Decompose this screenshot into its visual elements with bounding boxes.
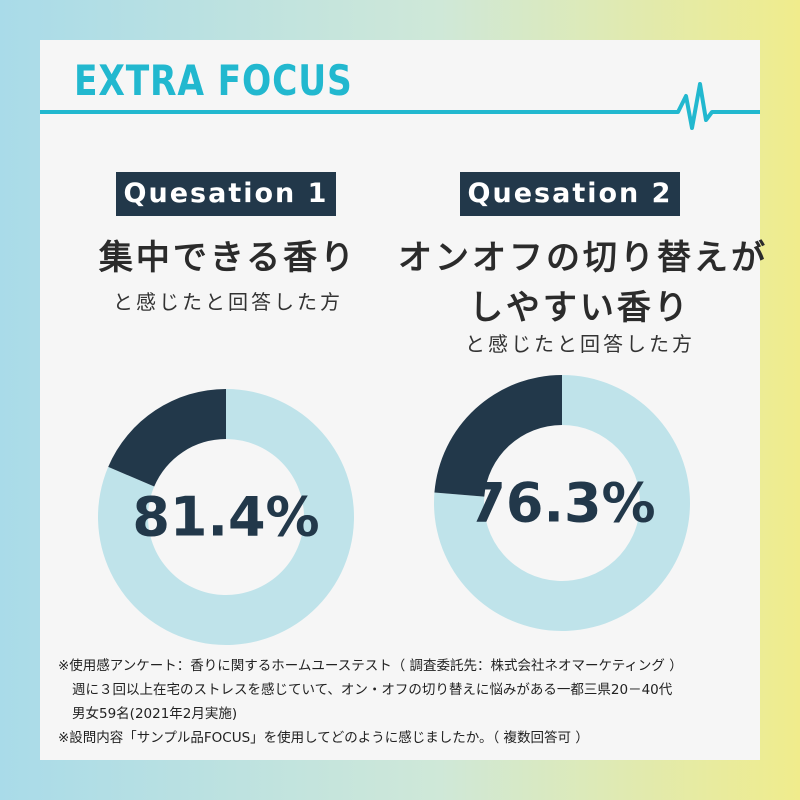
footnote-line: ※使用感アンケート：香りに関するホームユーステスト（ 調査委託先：株式会社ネオマ… xyxy=(58,658,683,674)
question-1-title: 集中できる香り xyxy=(98,238,358,278)
donut-2-slice-other xyxy=(434,375,562,497)
brand-title: EXTRA FOCUS xyxy=(74,56,353,105)
donut-1-percent-label: 81.4% xyxy=(132,486,319,549)
donut-chart-2: 76.3% xyxy=(434,375,690,631)
question-2-badge: Quesation 2 xyxy=(460,172,680,216)
question-2-subtitle: と感じたと回答した方 xyxy=(465,332,695,356)
question-2-title-line-2: しやすい香り xyxy=(469,288,691,328)
pulse-line-icon xyxy=(40,82,760,130)
footnote-line: 週に３回以上在宅のストレスを感じていて、オン・オフの切り替えに悩みがある一都三県… xyxy=(72,682,673,698)
footnote-line: ※設問内容「サンプル品FOCUS」を使用してどのように感じましたか。（ 複数回答… xyxy=(58,730,589,746)
donut-1-slice-yes xyxy=(98,389,355,645)
footnote-line: 男女59名(2021年2月実施) xyxy=(72,706,238,722)
question-1-badge: Quesation 1 xyxy=(116,172,336,216)
donut-chart-1: 81.4% xyxy=(98,389,355,645)
donut-1-slice-other xyxy=(108,389,226,487)
question-2-title-line-1: オンオフの切り替えが xyxy=(398,238,768,278)
footnotes: ※使用感アンケート：香りに関するホームユーステスト（ 調査委託先：株式会社ネオマ… xyxy=(58,654,758,750)
donut-2-slice-yes xyxy=(434,375,690,631)
donut-2-percent-label: 76.3% xyxy=(468,472,655,535)
infographic-card: EXTRA FOCUS Quesation 1 Quesation 2 集中でき… xyxy=(40,40,768,760)
question-1-subtitle: と感じたと回答した方 xyxy=(113,290,343,314)
